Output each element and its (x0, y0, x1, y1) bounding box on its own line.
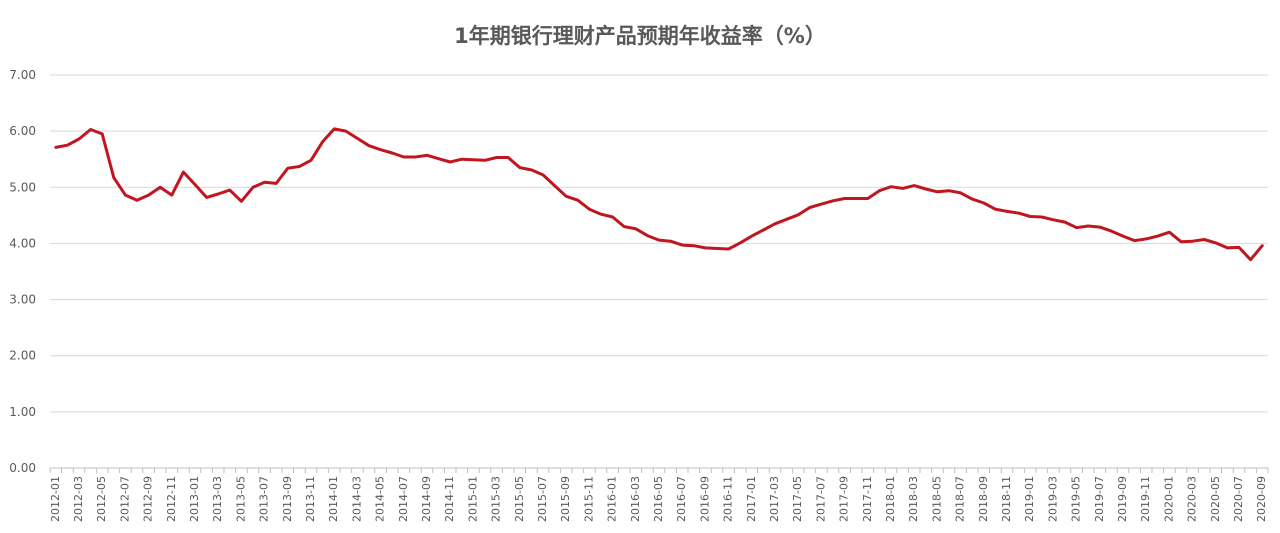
x-tick-label: 2020-01 (1162, 476, 1175, 522)
x-tick-label: 2012-05 (95, 476, 108, 522)
x-tick-label: 2013-05 (234, 476, 247, 522)
x-tick-label: 2017-09 (838, 476, 851, 522)
x-tick-label: 2015-03 (490, 476, 503, 522)
x-tick-label: 2016-03 (629, 476, 642, 522)
x-tick-label: 2012-11 (165, 476, 178, 522)
x-tick-label: 2014-11 (443, 476, 456, 522)
x-tick-label: 2016-07 (675, 476, 688, 522)
x-tick-label: 2015-07 (536, 476, 549, 522)
x-tick-label: 2014-03 (350, 476, 363, 522)
x-tick-label: 2016-01 (606, 476, 619, 522)
x-tick-label: 2016-05 (652, 476, 665, 522)
x-tick-label: 2018-11 (1000, 476, 1013, 522)
x-tick-label: 2015-01 (466, 476, 479, 522)
x-tick-label: 2019-03 (1046, 476, 1059, 522)
y-tick-label: 2.00 (9, 349, 36, 363)
x-tick-label: 2015-11 (582, 476, 595, 522)
x-tick-label: 2018-07 (954, 476, 967, 522)
chart-title: 1年期银行理财产品预期年收益率（%） (454, 24, 826, 48)
x-tick-label: 2019-01 (1023, 476, 1036, 522)
x-tick-label: 2018-05 (930, 476, 943, 522)
x-tick-label: 2012-09 (142, 476, 155, 522)
x-tick-label: 2013-07 (258, 476, 271, 522)
gridlines (50, 74, 1268, 469)
x-tick-label: 2018-09 (977, 476, 990, 522)
x-tick-label: 2016-11 (722, 476, 735, 522)
x-tick-label: 2012-07 (118, 476, 131, 522)
x-tick-label: 2019-05 (1070, 476, 1083, 522)
x-tick-label: 2020-03 (1186, 476, 1199, 522)
x-tick-label: 2013-11 (304, 476, 317, 522)
x-tick-label: 2014-01 (327, 476, 340, 522)
x-tick-label: 2012-03 (72, 476, 85, 522)
x-tick-label: 2017-03 (768, 476, 781, 522)
x-tick-label: 2014-07 (397, 476, 410, 522)
x-tick-label: 2012-01 (49, 476, 62, 522)
x-axis: 2012-01 2012-03 2012-05 2012-07 2012-09 2012-… (49, 468, 1269, 522)
y-tick-label: 3.00 (9, 293, 36, 307)
x-tick-label: 2018-03 (907, 476, 920, 522)
x-tick-label: 2015-05 (513, 476, 526, 522)
x-tick-label: 2014-09 (420, 476, 433, 522)
series-layer (54, 127, 1264, 262)
y-axis: 0.00 1.00 2.00 3.00 4.00 5.00 6.00 7.00 (9, 68, 36, 475)
x-tick-label: 2020-07 (1232, 476, 1245, 522)
x-tick-label: 2019-09 (1116, 476, 1129, 522)
x-tick-label: 2017-05 (791, 476, 804, 522)
x-tick-label: 2015-09 (559, 476, 572, 522)
x-tick-label: 2018-01 (884, 476, 897, 522)
x-tick-label: 2019-11 (1139, 476, 1152, 522)
x-tick-label: 2017-01 (745, 476, 758, 522)
x-tick-label: 2017-11 (861, 476, 874, 522)
y-tick-label: 1.00 (9, 405, 36, 419)
x-tick-label: 2013-03 (211, 476, 224, 522)
y-tick-label: 5.00 (9, 180, 36, 194)
x-tick-label: 2013-09 (281, 476, 294, 522)
y-tick-label: 0.00 (9, 461, 36, 475)
y-tick-label: 6.00 (9, 124, 36, 138)
y-tick-label: 7.00 (9, 68, 36, 82)
x-tick-label: 2017-07 (814, 476, 827, 522)
x-tick-label: 2020-09 (1255, 476, 1268, 522)
series-line (54, 127, 1264, 262)
y-tick-label: 4.00 (9, 236, 36, 250)
x-tick-label: 2020-05 (1209, 476, 1222, 522)
x-tick-label: 2013-01 (188, 476, 201, 522)
x-tick-label: 2016-09 (698, 476, 711, 522)
x-tick-label: 2019-07 (1093, 476, 1106, 522)
x-tick-label: 2014-05 (374, 476, 387, 522)
